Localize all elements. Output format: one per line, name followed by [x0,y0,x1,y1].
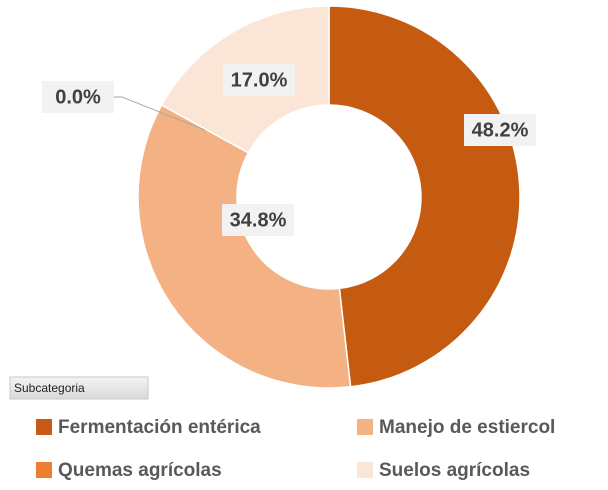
legend-label: Quemas agrícolas [58,460,222,481]
value-label: 17.0% [231,69,288,91]
legend-label: Manejo de estiercol [379,417,555,438]
donut-slice [328,5,521,388]
legend-label: Fermentación entérica [58,417,261,438]
legend-label: Suelos agrícolas [379,460,530,481]
value-label: 48.2% [472,119,529,141]
donut-slice [137,103,352,389]
value-label-box [223,64,295,96]
legend-swatch [36,419,52,435]
legend-swatch [357,419,373,435]
value-label: 34.8% [230,209,287,231]
value-label-box [464,114,536,146]
legend-swatch [357,462,373,478]
value-label: 0.0% [55,86,101,108]
value-label-box [222,204,294,236]
value-label-box [42,81,114,113]
legend-title-box[interactable] [9,376,149,400]
legend-swatch [36,462,52,478]
legend-title: Subcategoria [14,381,85,395]
